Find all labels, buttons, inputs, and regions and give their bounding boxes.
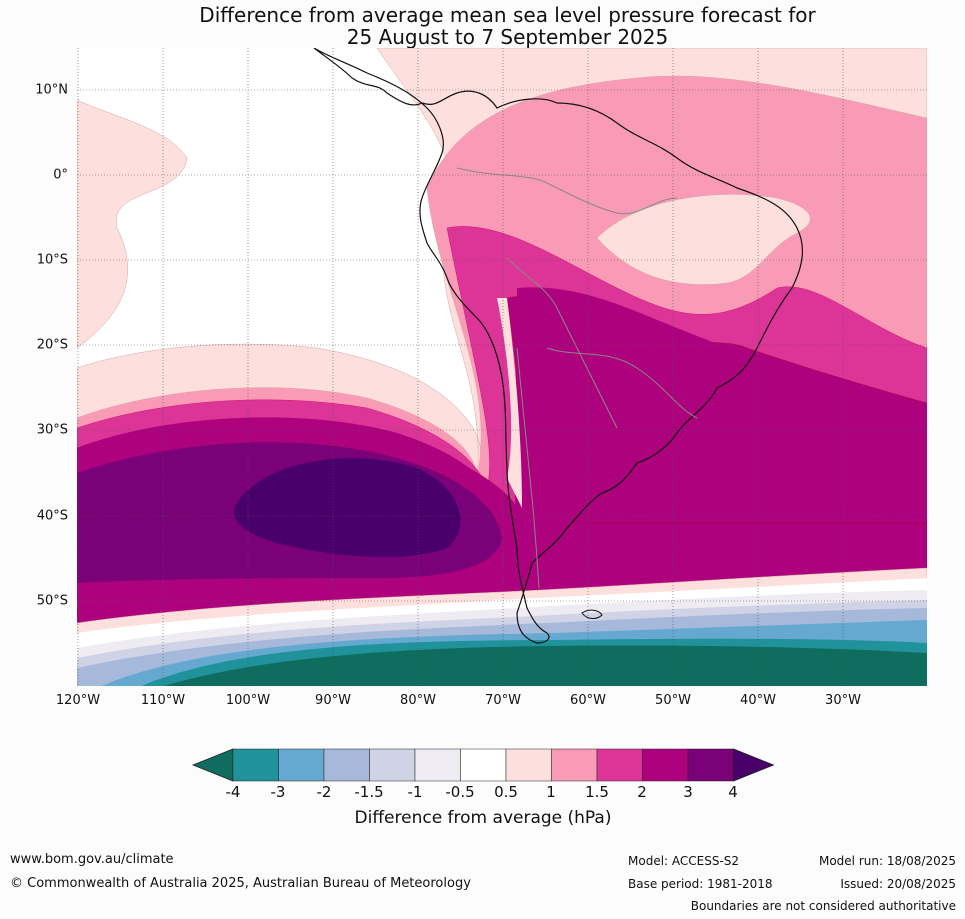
cb-tick: -4 — [225, 783, 241, 801]
lon-label-120w: 120°W — [55, 693, 101, 708]
cb-tick: 3 — [683, 783, 693, 801]
map-title: Difference from average mean sea level p… — [0, 4, 965, 48]
colorbar-segment — [642, 748, 689, 782]
south-america-outline — [313, 48, 803, 644]
lat-label-10s: 10°S — [36, 252, 68, 268]
footer-base-period: Base period: 1981-2018 — [628, 877, 773, 891]
lon-gridlines — [77, 48, 844, 686]
title-line-2: 25 August to 7 September 2025 — [346, 25, 669, 49]
footer-issued: Issued: 20/08/2025 — [840, 877, 956, 891]
lon-label-50w: 50°W — [655, 693, 691, 708]
colorbar-label: Difference from average (hPa) — [354, 808, 612, 828]
coastal-strip — [497, 298, 522, 508]
border-chile-argentina — [516, 347, 540, 589]
lat-gridlines — [77, 89, 927, 602]
contour-4 — [233, 458, 461, 558]
cb-tick: -2 — [316, 783, 332, 801]
cb-tick: 0.5 — [494, 783, 518, 801]
lat-label-10n: 10°N — [35, 82, 68, 98]
colorbar-segment — [460, 748, 507, 782]
lat-label-30s: 30°S — [36, 422, 68, 438]
lon-label-30w: 30°W — [825, 693, 861, 708]
footer-model: Model: ACCESS-S2 — [628, 854, 740, 868]
colorbar-segment — [596, 748, 643, 782]
colorbar-segment — [369, 748, 416, 782]
lat-label-50s: 50°S — [36, 593, 68, 609]
contour-2-atlantic — [514, 287, 927, 548]
border-west — [506, 257, 618, 429]
lon-label-80w: 80°W — [400, 693, 436, 708]
colorbar-segments — [191, 748, 775, 782]
footer-disclaimer: Boundaries are not considered authoritat… — [690, 899, 956, 913]
lon-label-110w: 110°W — [140, 693, 186, 708]
lat-label-40s: 40°S — [36, 508, 68, 524]
colorbar-segment — [278, 748, 325, 782]
cb-tick: 1.5 — [585, 783, 609, 801]
colorbar-segment — [505, 748, 552, 782]
pressure-anomaly-map — [77, 48, 927, 686]
cb-tick: -0.5 — [445, 783, 475, 801]
lat-label-0: 0° — [53, 167, 68, 183]
map-svg — [77, 48, 927, 686]
lon-label-40w: 40°W — [740, 693, 776, 708]
cb-tick: -1 — [407, 783, 423, 801]
contour-neg4 — [163, 645, 927, 686]
colorbar-segment — [414, 748, 461, 782]
border-central — [546, 347, 698, 419]
colorbar-arrow-right — [733, 748, 775, 782]
cb-tick: -3 — [270, 783, 286, 801]
lon-label-90w: 90°W — [315, 693, 351, 708]
colorbar-segment — [687, 748, 734, 782]
footer-model-run: Model run: 18/08/2025 — [818, 854, 956, 868]
cb-tick: 4 — [728, 783, 738, 801]
lon-label-70w: 70°W — [485, 693, 521, 708]
contour-05-west-pacific — [77, 99, 188, 349]
title-line-1: Difference from average mean sea level p… — [199, 3, 816, 27]
footer-copyright: © Commonwealth of Australia 2025, Austra… — [10, 876, 471, 891]
footer-website: www.bom.gov.au/climate — [10, 852, 174, 867]
contour-05-brazil — [596, 194, 811, 285]
cb-tick: -1.5 — [354, 783, 384, 801]
colorbar-arrow-left — [191, 748, 234, 782]
lon-label-100w: 100°W — [225, 693, 271, 708]
lon-label-60w: 60°W — [570, 693, 606, 708]
colorbar-segment — [551, 748, 598, 782]
falkland-islands — [581, 609, 603, 619]
cb-tick: 2 — [637, 783, 647, 801]
colorbar-segment — [232, 748, 279, 782]
cb-tick: 1 — [546, 783, 556, 801]
lat-label-20s: 20°S — [36, 337, 68, 353]
colorbar-segment — [323, 748, 370, 782]
